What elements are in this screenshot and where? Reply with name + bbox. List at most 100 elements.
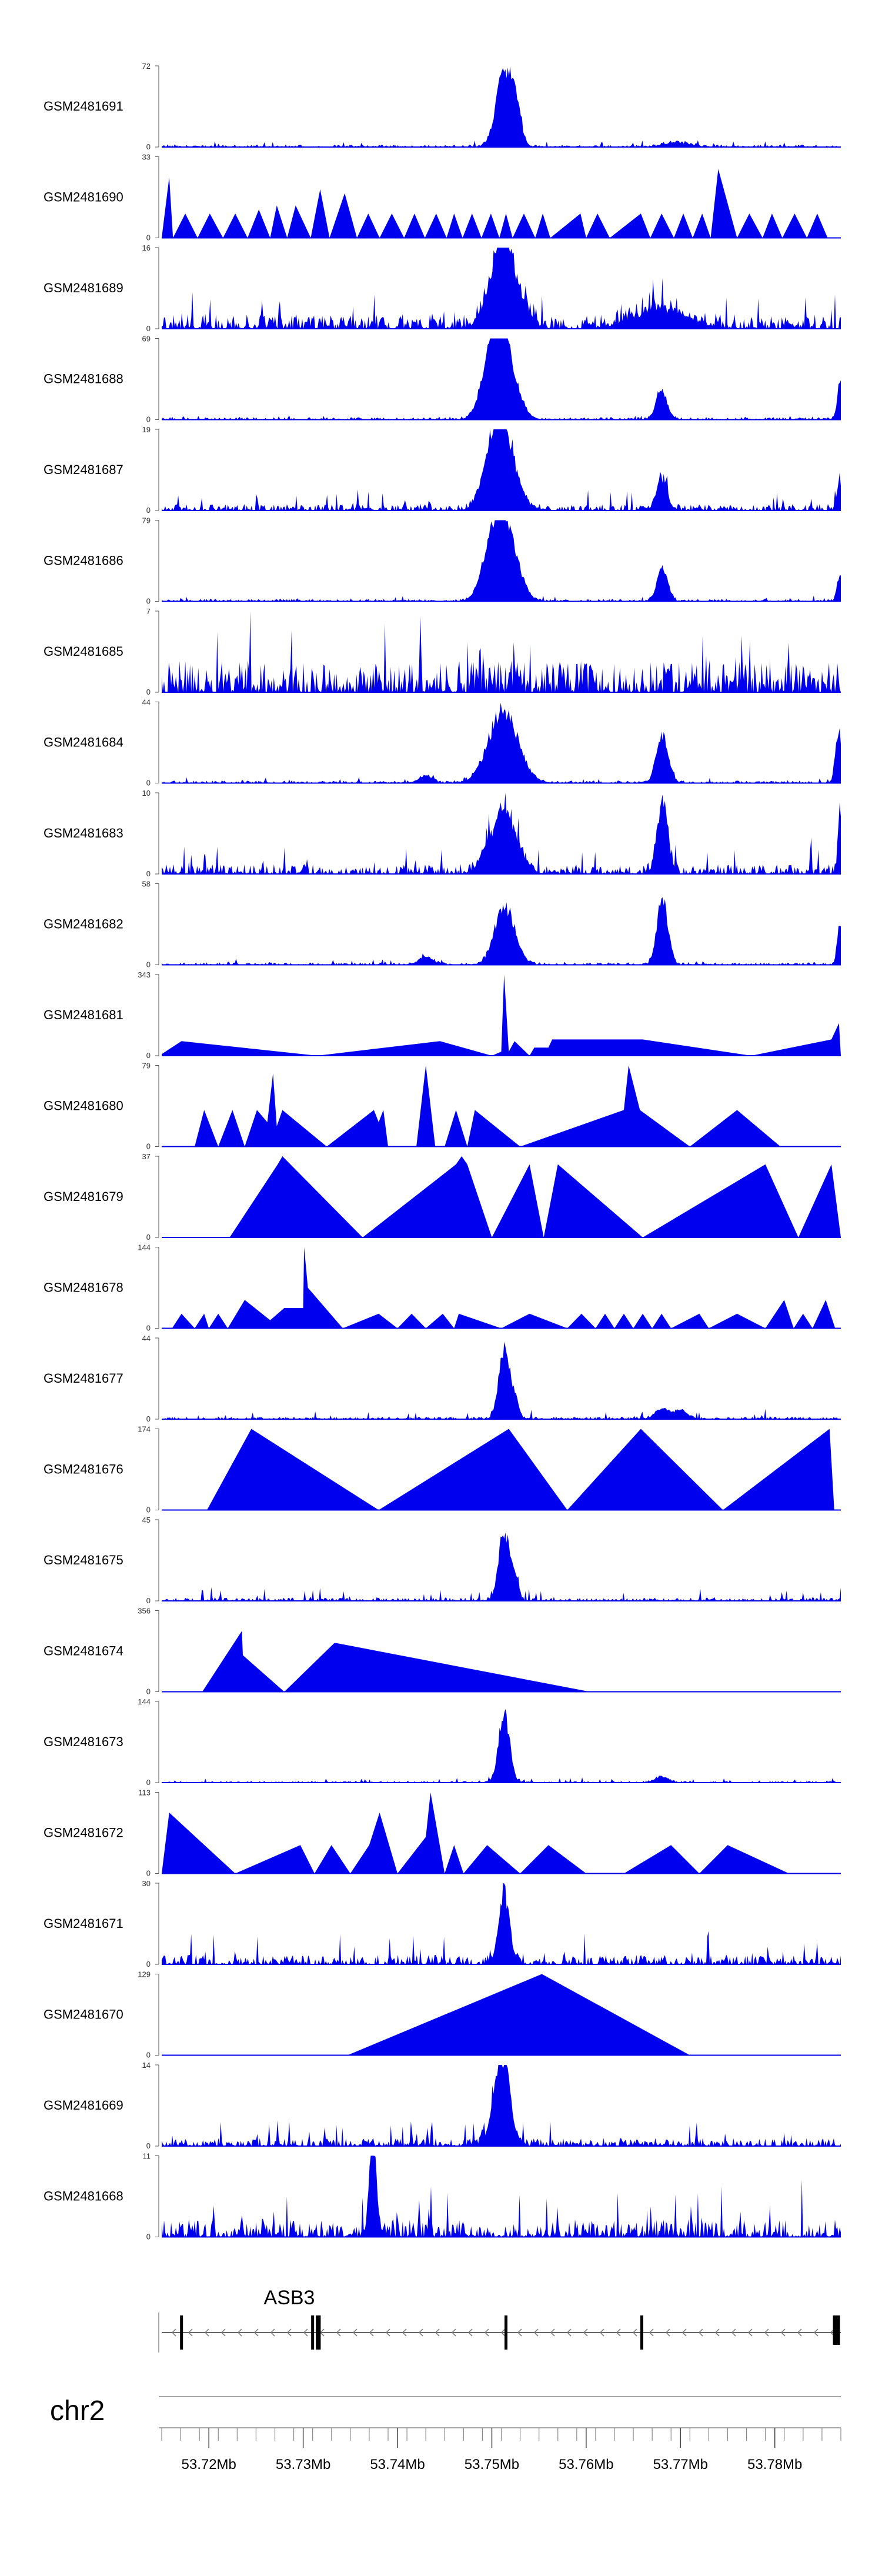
- y-min-label: 0: [146, 506, 151, 515]
- track-GSM2481691: GSM2481691 72 0: [44, 62, 841, 151]
- y-min-label: 0: [146, 779, 151, 788]
- strand-arrow-icon: [747, 2328, 753, 2337]
- signal-area: [162, 338, 841, 420]
- track-GSM2481689: GSM2481689 16 0: [44, 243, 841, 333]
- strand-arrow-icon: [681, 2328, 687, 2337]
- strand-arrow-icon: [698, 2328, 703, 2337]
- track-label: GSM2481675: [44, 1553, 123, 1567]
- exon-2: [311, 2315, 315, 2350]
- track-label: GSM2481691: [44, 99, 123, 114]
- track-panel: GSM2481691720GSM2481690330GSM2481689160G…: [44, 62, 841, 2241]
- y-min-label: 0: [146, 2141, 151, 2150]
- y-max-label: 129: [138, 1970, 151, 1979]
- track-GSM2481681: GSM2481681 343 0: [44, 970, 841, 1060]
- y-min-label: 0: [146, 142, 151, 151]
- signal-area: [162, 1709, 841, 1783]
- y-max-label: 79: [142, 516, 151, 525]
- track-label: GSM2481689: [44, 281, 123, 295]
- y-max-label: 79: [142, 1062, 151, 1070]
- y-min-label: 0: [146, 1414, 151, 1423]
- track-label: GSM2481671: [44, 1916, 123, 1931]
- track-label: GSM2481678: [44, 1280, 123, 1295]
- y-min-label: 0: [146, 1324, 151, 1333]
- strand-arrow-icon: [418, 2328, 423, 2337]
- tick-label: 53.75Mb: [465, 2457, 519, 2472]
- tick-label: 53.76Mb: [559, 2457, 613, 2472]
- track-GSM2481676: GSM2481676 174 0: [44, 1425, 841, 1514]
- strand-arrow-icon: [171, 2328, 176, 2337]
- y-min-label: 0: [146, 1869, 151, 1878]
- signal-area: [162, 1883, 841, 1964]
- signal-area: [162, 1792, 789, 1874]
- track-GSM2481679: GSM2481679 37 0: [44, 1152, 841, 1242]
- signal-area: [162, 1532, 841, 1601]
- strand-arrow-icon: [731, 2328, 736, 2337]
- strand-arrow-icon: [286, 2328, 292, 2337]
- track-GSM2481669: GSM2481669 14 0: [44, 2061, 841, 2150]
- strand-arrow-icon: [583, 2328, 588, 2337]
- track-GSM2481671: GSM2481671 30 0: [44, 1879, 841, 1968]
- strand-arrow-icon: [780, 2328, 786, 2337]
- chromosome-label: chr2: [50, 2395, 105, 2427]
- y-min-label: 0: [146, 1596, 151, 1605]
- strand-arrow-icon: [369, 2328, 374, 2337]
- strand-arrow-icon: [402, 2328, 407, 2337]
- signal-area: [172, 1247, 836, 1329]
- signal-area: [162, 1342, 841, 1419]
- y-min-label: 0: [146, 1687, 151, 1696]
- track-label: GSM2481673: [44, 1734, 123, 1749]
- y-max-label: 19: [142, 425, 151, 434]
- track-label: GSM2481669: [44, 2098, 123, 2113]
- gene-annotation-track: ASB3: [158, 2287, 841, 2353]
- signal-area: [162, 520, 841, 602]
- track-label: GSM2481686: [44, 553, 123, 568]
- y-max-label: 44: [142, 1334, 151, 1343]
- y-max-label: 356: [138, 1607, 151, 1616]
- signal-area: [162, 2155, 841, 2237]
- y-min-label: 0: [146, 1142, 151, 1151]
- strand-arrow-icon: [220, 2328, 226, 2337]
- track-GSM2481683: GSM2481683 10 0: [44, 789, 841, 878]
- gene-label: ASB3: [264, 2287, 315, 2309]
- track-label: GSM2481677: [44, 1371, 123, 1386]
- chromosome-ideogram-track: chr2: [50, 2395, 841, 2427]
- track-GSM2481674: GSM2481674 356 0: [44, 1607, 841, 1696]
- signal-area: [185, 1065, 781, 1147]
- track-label: GSM2481685: [44, 644, 123, 659]
- track-label: GSM2481688: [44, 372, 123, 386]
- track-label: GSM2481687: [44, 462, 123, 477]
- track-GSM2481687: GSM2481687 19 0: [44, 425, 841, 515]
- track-GSM2481686: GSM2481686 79 0: [44, 516, 841, 606]
- strand-arrow-icon: [813, 2328, 818, 2337]
- y-min-label: 0: [146, 960, 151, 969]
- y-max-label: 144: [138, 1243, 151, 1252]
- track-GSM2481688: GSM2481688 69 0: [44, 335, 841, 424]
- strand-arrow-icon: [484, 2328, 489, 2337]
- y-max-label: 174: [138, 1425, 151, 1434]
- track-label: GSM2481680: [44, 1099, 123, 1113]
- y-max-label: 58: [142, 880, 151, 889]
- signal-area: [162, 169, 828, 238]
- strand-arrow-icon: [435, 2328, 440, 2337]
- track-label: GSM2481684: [44, 735, 123, 750]
- y-min-label: 0: [146, 1778, 151, 1787]
- strand-arrow-icon: [385, 2328, 390, 2337]
- y-min-label: 0: [146, 2051, 151, 2060]
- strand-arrow-icon: [764, 2328, 769, 2337]
- exon-6: [640, 2315, 644, 2350]
- exon-5: [505, 2315, 508, 2350]
- track-label: GSM2481670: [44, 2007, 123, 2022]
- y-max-label: 113: [138, 1788, 151, 1797]
- strand-arrow-icon: [714, 2328, 720, 2337]
- y-max-label: 45: [142, 1516, 151, 1524]
- strand-arrow-icon: [352, 2328, 358, 2337]
- y-min-label: 0: [146, 869, 151, 878]
- y-min-label: 0: [146, 324, 151, 333]
- track-GSM2481675: GSM2481675 45 0: [44, 1516, 841, 1605]
- strand-arrow-icon: [237, 2328, 242, 2337]
- y-max-label: 16: [142, 243, 151, 252]
- track-label: GSM2481681: [44, 1007, 123, 1022]
- signal-area: [162, 2065, 841, 2146]
- y-min-label: 0: [146, 415, 151, 424]
- signal-area: [162, 429, 841, 510]
